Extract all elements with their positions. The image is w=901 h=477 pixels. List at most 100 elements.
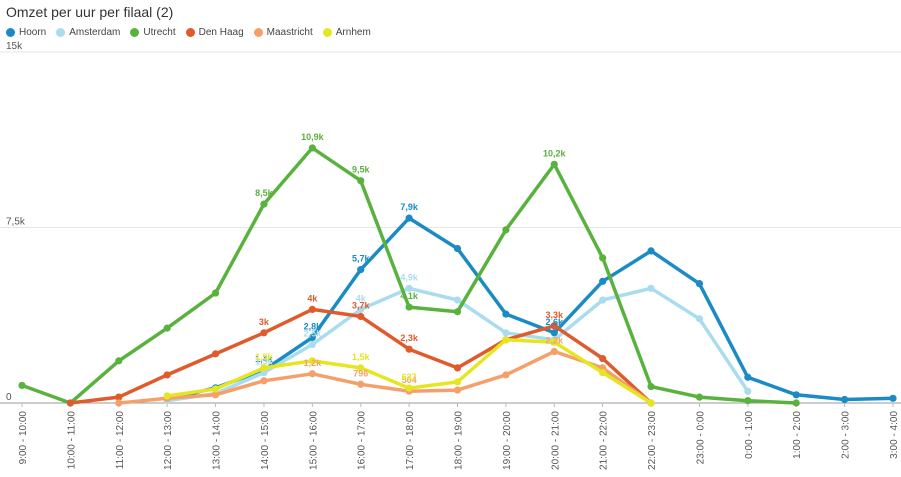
data-point-amsterdam (502, 329, 510, 337)
legend-label: Den Haag (198, 27, 244, 38)
legend-item-den-haag[interactable]: Den Haag (185, 27, 244, 38)
data-label-maastricht: 796 (353, 368, 368, 378)
data-label-maastricht: 504 (402, 375, 417, 385)
chart-legend: Hoorn Amsterdam Utrecht Den Haag Maastricht A… (6, 27, 381, 38)
data-point-maastricht (357, 380, 365, 388)
data-label-utrecht: 9,5k (352, 165, 371, 175)
x-tick-label: 2:00 - 3:00 (841, 411, 852, 459)
data-point-amsterdam (695, 315, 704, 323)
data-label-utrecht: 8,5k (255, 188, 274, 198)
legend-swatch (56, 28, 66, 37)
data-point-arnhem (647, 399, 655, 407)
data-point-arnhem (308, 357, 316, 365)
data-label-utrecht: 4,1k (400, 291, 419, 301)
data-point-maastricht (115, 399, 123, 407)
y-tick-label: 7,5k (6, 217, 26, 228)
data-point-utrecht (744, 397, 752, 405)
data-point-utrecht (308, 144, 316, 152)
data-label-amsterdam: 1,3k (255, 357, 274, 367)
x-tick-label: 21:00 - 22:00 (599, 411, 610, 470)
data-point-arnhem (550, 338, 558, 346)
data-label-amsterdam: 4k (356, 293, 367, 303)
data-point-utrecht (502, 226, 510, 234)
x-tick-label: 20:00 - 21:00 (550, 411, 561, 470)
data-point-amsterdam (647, 284, 655, 292)
data-point-maastricht (211, 391, 220, 399)
data-point-utrecht (792, 399, 800, 407)
data-point-den-haag (453, 364, 462, 372)
data-label-utrecht: 10,2k (543, 148, 567, 158)
data-point-utrecht (405, 303, 413, 311)
x-tick-label: 15:00 - 16:00 (308, 411, 319, 470)
y-tick-label: 0 (6, 392, 12, 403)
data-label-amsterdam: 4,9k (400, 272, 419, 282)
legend-item-utrecht[interactable]: Utrecht (130, 27, 176, 38)
data-point-den-haag (550, 322, 558, 330)
data-point-hoorn (647, 247, 655, 255)
legend-swatch (322, 28, 332, 37)
legend-item-hoorn[interactable]: Hoorn (6, 27, 46, 38)
x-tick-label: 16:00 - 17:00 (357, 411, 368, 470)
x-tick-label: 22:00 - 23:00 (647, 411, 658, 470)
x-tick-label: 18:00 - 19:00 (454, 411, 465, 470)
data-point-utrecht (163, 324, 171, 332)
data-label-hoorn: 2,6k (546, 317, 565, 327)
data-point-amsterdam (453, 296, 462, 304)
data-point-den-haag (66, 399, 74, 407)
series-line-maastricht (117, 349, 653, 405)
data-label-hoorn: 2,8k (304, 321, 323, 331)
data-label-den-haag: 3k (259, 317, 270, 327)
data-point-utrecht (211, 289, 220, 297)
legend-label: Arnhem (335, 27, 371, 38)
data-point-hoorn (599, 277, 607, 285)
legend-item-amsterdam[interactable]: Amsterdam (56, 27, 120, 38)
x-tick-label: 12:00 - 13:00 (163, 411, 174, 470)
data-point-hoorn (357, 266, 365, 274)
legend-swatch (6, 28, 15, 37)
data-point-maastricht (308, 370, 316, 378)
legend-item-arnhem[interactable]: Arnhem (322, 27, 371, 38)
data-label-utrecht: 10,9k (301, 132, 325, 142)
legend-item-maastricht[interactable]: Maastricht (253, 27, 313, 38)
data-point-utrecht (647, 383, 655, 391)
data-point-hoorn (841, 395, 849, 404)
x-tick-label: 0:00 - 1:00 (744, 411, 755, 459)
x-tick-label: 19:00 - 20:00 (502, 411, 513, 470)
legend-swatch (185, 28, 195, 37)
data-point-utrecht (453, 308, 462, 316)
x-tick-label: 13:00 - 14:00 (212, 411, 223, 470)
data-point-utrecht (695, 393, 704, 401)
x-tick-label: 17:00 - 18:00 (405, 411, 416, 470)
x-tick-label: 10:00 - 11:00 (66, 411, 77, 470)
series-line-hoorn (165, 216, 895, 402)
data-point-hoorn (502, 310, 510, 318)
data-point-den-haag (115, 393, 123, 401)
data-point-den-haag (211, 350, 220, 358)
x-tick-label: 14:00 - 15:00 (260, 411, 271, 470)
x-tick-label: 23:00 - 0:00 (695, 411, 706, 465)
data-label-den-haag: 2,3k (400, 333, 419, 343)
data-point-utrecht (550, 160, 558, 168)
data-label-arnhem: 637 (402, 372, 417, 382)
data-point-hoorn (308, 333, 316, 342)
data-point-maastricht (453, 386, 462, 394)
data-point-hoorn (695, 280, 704, 288)
x-tick-label: 3:00 - 4:00 (889, 411, 900, 459)
chart-title: Omzet per uur per filaal (2) (6, 4, 174, 20)
data-point-hoorn (889, 394, 897, 402)
data-label-hoorn: 1,4k (255, 354, 274, 364)
data-point-maastricht (260, 377, 268, 385)
data-point-arnhem (211, 385, 220, 393)
data-point-hoorn (792, 391, 800, 399)
data-point-amsterdam (599, 296, 607, 304)
data-label-den-haag: 3,3k (546, 310, 565, 320)
data-point-den-haag (163, 371, 171, 379)
data-point-den-haag (260, 329, 268, 337)
data-point-den-haag (405, 345, 413, 353)
data-point-arnhem (405, 384, 413, 392)
data-point-hoorn (453, 244, 462, 253)
x-tick-label: 9:00 - 10:00 (18, 411, 29, 465)
data-point-arnhem (357, 364, 365, 372)
data-point-maastricht (502, 371, 510, 379)
